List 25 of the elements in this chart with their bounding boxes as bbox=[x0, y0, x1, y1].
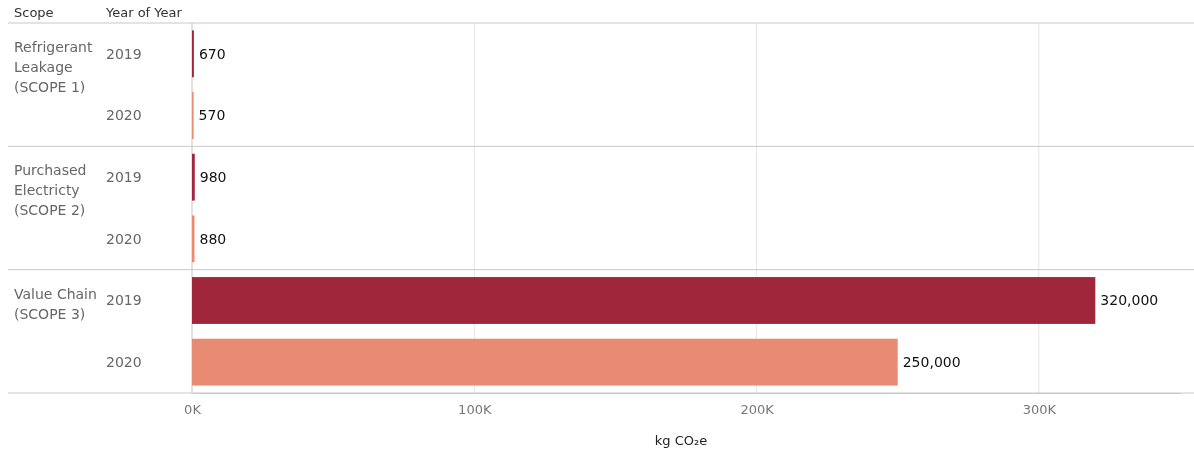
bar bbox=[192, 338, 898, 386]
bar bbox=[192, 153, 195, 201]
x-axis-title: kg CO₂e bbox=[654, 433, 708, 448]
y-tick-label: 2019 bbox=[106, 45, 142, 62]
y-tick-label: 2019 bbox=[106, 169, 142, 186]
bar bbox=[192, 277, 1096, 324]
data-label: 670 bbox=[198, 45, 226, 62]
data-label: 880 bbox=[199, 230, 227, 247]
x-tick-label: 300K bbox=[1022, 402, 1057, 418]
text: Refrigerant Leakage (SCOPE 1) bbox=[14, 38, 93, 95]
x-tick-label: 200K bbox=[740, 402, 775, 418]
text: Purchased Electricty (SCOPE 2) bbox=[14, 162, 87, 219]
data-label: 250,000 bbox=[902, 354, 961, 371]
x-tick-label: 100K bbox=[458, 402, 492, 418]
data-label: 320,000 bbox=[1100, 292, 1159, 309]
text: Scope bbox=[14, 5, 54, 20]
y-tick-label: 2019 bbox=[106, 292, 142, 309]
y-tick-label: 2020 bbox=[106, 107, 142, 124]
data-label: 570 bbox=[198, 107, 226, 124]
y-tick-label: 2020 bbox=[106, 230, 142, 247]
text: Year of Year bbox=[105, 5, 183, 20]
x-tick-label: 0K bbox=[184, 402, 202, 418]
y-tick-label: 2020 bbox=[106, 354, 142, 371]
text: Value Chain (SCOPE 3) bbox=[14, 285, 97, 322]
data-label: 980 bbox=[199, 169, 227, 186]
